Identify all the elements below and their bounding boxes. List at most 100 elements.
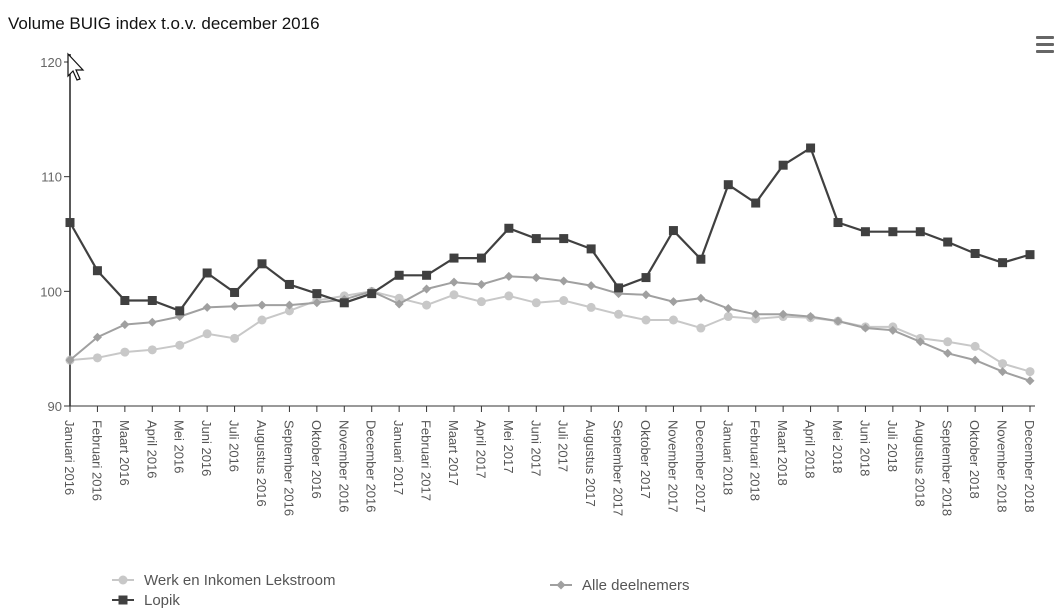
data-point: [778, 309, 788, 319]
data-point: [970, 341, 980, 351]
data-point: [696, 254, 706, 264]
cursor-group: [67, 52, 85, 81]
data-point: [394, 293, 404, 303]
x-tick-label: Mei 2018: [830, 420, 845, 473]
data-point: [92, 332, 102, 342]
data-point: [970, 248, 980, 258]
data-point: [504, 271, 514, 281]
data-point: [147, 345, 157, 355]
x-tick-label: Oktober 2018: [967, 420, 982, 499]
x-tick-label: Februari 2018: [748, 420, 763, 501]
data-point: [833, 316, 843, 326]
x-tick-label: Maart 2017: [446, 420, 461, 486]
data-point: [614, 309, 624, 319]
x-tick-label: Maart 2016: [117, 420, 132, 486]
data-point: [915, 227, 925, 237]
data-point: [723, 312, 733, 322]
hamburger-menu-icon[interactable]: [1036, 36, 1054, 58]
x-tick-label: Juli 2016: [227, 420, 242, 472]
x-tick-label: Januari 2016: [62, 420, 77, 495]
data-point: [284, 300, 294, 310]
chart-title: Volume BUIG index t.o.v. december 2016: [8, 14, 320, 33]
data-point: [175, 340, 185, 350]
data-point: [476, 253, 486, 263]
data-point: [257, 315, 267, 325]
legend-label: Lopik: [144, 592, 180, 609]
data-point: [504, 291, 514, 301]
data-point: [175, 306, 185, 316]
data-point: [668, 297, 678, 307]
x-tick-label: Juli 2018: [885, 420, 900, 472]
data-point: [257, 300, 267, 310]
data-point: [1025, 367, 1035, 377]
x-tick-label: December 2016: [364, 420, 379, 513]
data-point: [998, 359, 1008, 369]
y-tick-label: 120: [40, 55, 62, 70]
axes-group: 90 100 110 120 Januari 2016 Februari 2016 Maar…: [40, 54, 1037, 516]
x-tick-label: April 2018: [803, 420, 818, 479]
data-point: [476, 297, 486, 307]
legend-item[interactable]: Alle deelnemers: [550, 577, 690, 594]
data-point: [641, 273, 651, 283]
data-point: [394, 270, 404, 280]
data-point: [202, 329, 212, 339]
legend-circle-icon: [118, 575, 128, 585]
data-point: [65, 218, 75, 228]
x-tick-label: Juni 2017: [528, 420, 543, 476]
data-point: [284, 306, 294, 316]
data-point: [476, 279, 486, 289]
x-tick-label: Oktober 2017: [638, 420, 653, 499]
data-point: [147, 296, 157, 306]
data-point: [888, 227, 898, 237]
series-line-0: [69, 290, 1031, 373]
data-point: [449, 290, 459, 300]
data-point: [806, 312, 816, 322]
x-tick-label: Januari 2017: [391, 420, 406, 495]
data-point: [120, 347, 130, 357]
data-point: [312, 289, 322, 299]
data-point: [943, 337, 953, 347]
series-line-2: [69, 146, 1031, 313]
x-tick-label: Juni 2018: [857, 420, 872, 476]
x-tick-label: September 2017: [611, 420, 626, 516]
legend-item[interactable]: Werk en Inkomen Lekstroom: [112, 572, 335, 589]
data-point: [559, 234, 569, 244]
data-point: [751, 198, 761, 208]
data-point: [806, 143, 816, 153]
legend-group[interactable]: Werk en Inkomen Lekstroom Alle deelnemers…: [112, 572, 690, 609]
data-point: [559, 296, 569, 306]
data-point: [723, 180, 733, 190]
data-point: [860, 227, 870, 237]
x-tick-label: November 2016: [336, 420, 351, 513]
x-tick-label: April 2016: [144, 420, 159, 479]
x-tick-label: Augustus 2016: [254, 420, 269, 507]
x-tick-label: Februari 2017: [419, 420, 434, 501]
y-tick-label: 100: [40, 284, 62, 299]
x-tick-label: Oktober 2016: [309, 420, 324, 499]
data-point: [120, 296, 130, 306]
x-tick-label: September 2016: [281, 420, 296, 516]
data-point: [860, 323, 870, 333]
data-point: [1025, 250, 1035, 260]
series-line-1: [69, 275, 1031, 382]
x-tick-label: November 2017: [665, 420, 680, 513]
data-point: [559, 276, 569, 286]
legend-diamond-icon: [556, 580, 566, 590]
data-point: [531, 273, 541, 283]
legend-item[interactable]: Lopik: [112, 592, 180, 609]
data-point: [586, 302, 596, 312]
data-point: [778, 160, 788, 170]
data-point: [367, 289, 377, 299]
data-point: [312, 298, 322, 308]
menu-bar-1: [1036, 36, 1054, 39]
x-tick-label: Maart 2018: [775, 420, 790, 486]
data-point: [422, 270, 432, 280]
data-point: [65, 355, 75, 365]
data-point: [504, 223, 514, 233]
data-point: [422, 284, 432, 294]
x-tick-label: Augustus 2018: [912, 420, 927, 507]
x-tick-label: Mei 2016: [172, 420, 187, 473]
menu-bar-2: [1036, 43, 1054, 46]
